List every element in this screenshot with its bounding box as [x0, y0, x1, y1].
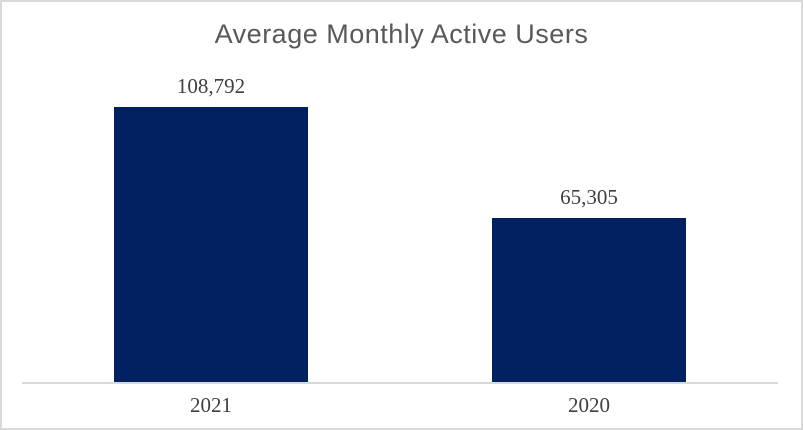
category-label-2021: 2021 — [190, 393, 232, 417]
bar-2021 — [114, 107, 308, 383]
category-axis: 2021 2020 — [22, 393, 778, 418]
chart-title: Average Monthly Active Users — [214, 19, 589, 49]
bar-2020 — [492, 217, 686, 383]
bars-container: 108,792 65,305 — [22, 74, 778, 383]
x-axis-line — [22, 382, 778, 384]
bar-slot-2020: 65,305 — [400, 79, 778, 383]
plot-area: 108,792 65,305 — [22, 74, 778, 384]
bar-slot-2021: 108,792 — [22, 74, 400, 383]
data-label-2020: 65,305 — [560, 184, 618, 209]
category-label-2020: 2020 — [568, 393, 610, 417]
data-label-2021: 108,792 — [176, 74, 246, 99]
